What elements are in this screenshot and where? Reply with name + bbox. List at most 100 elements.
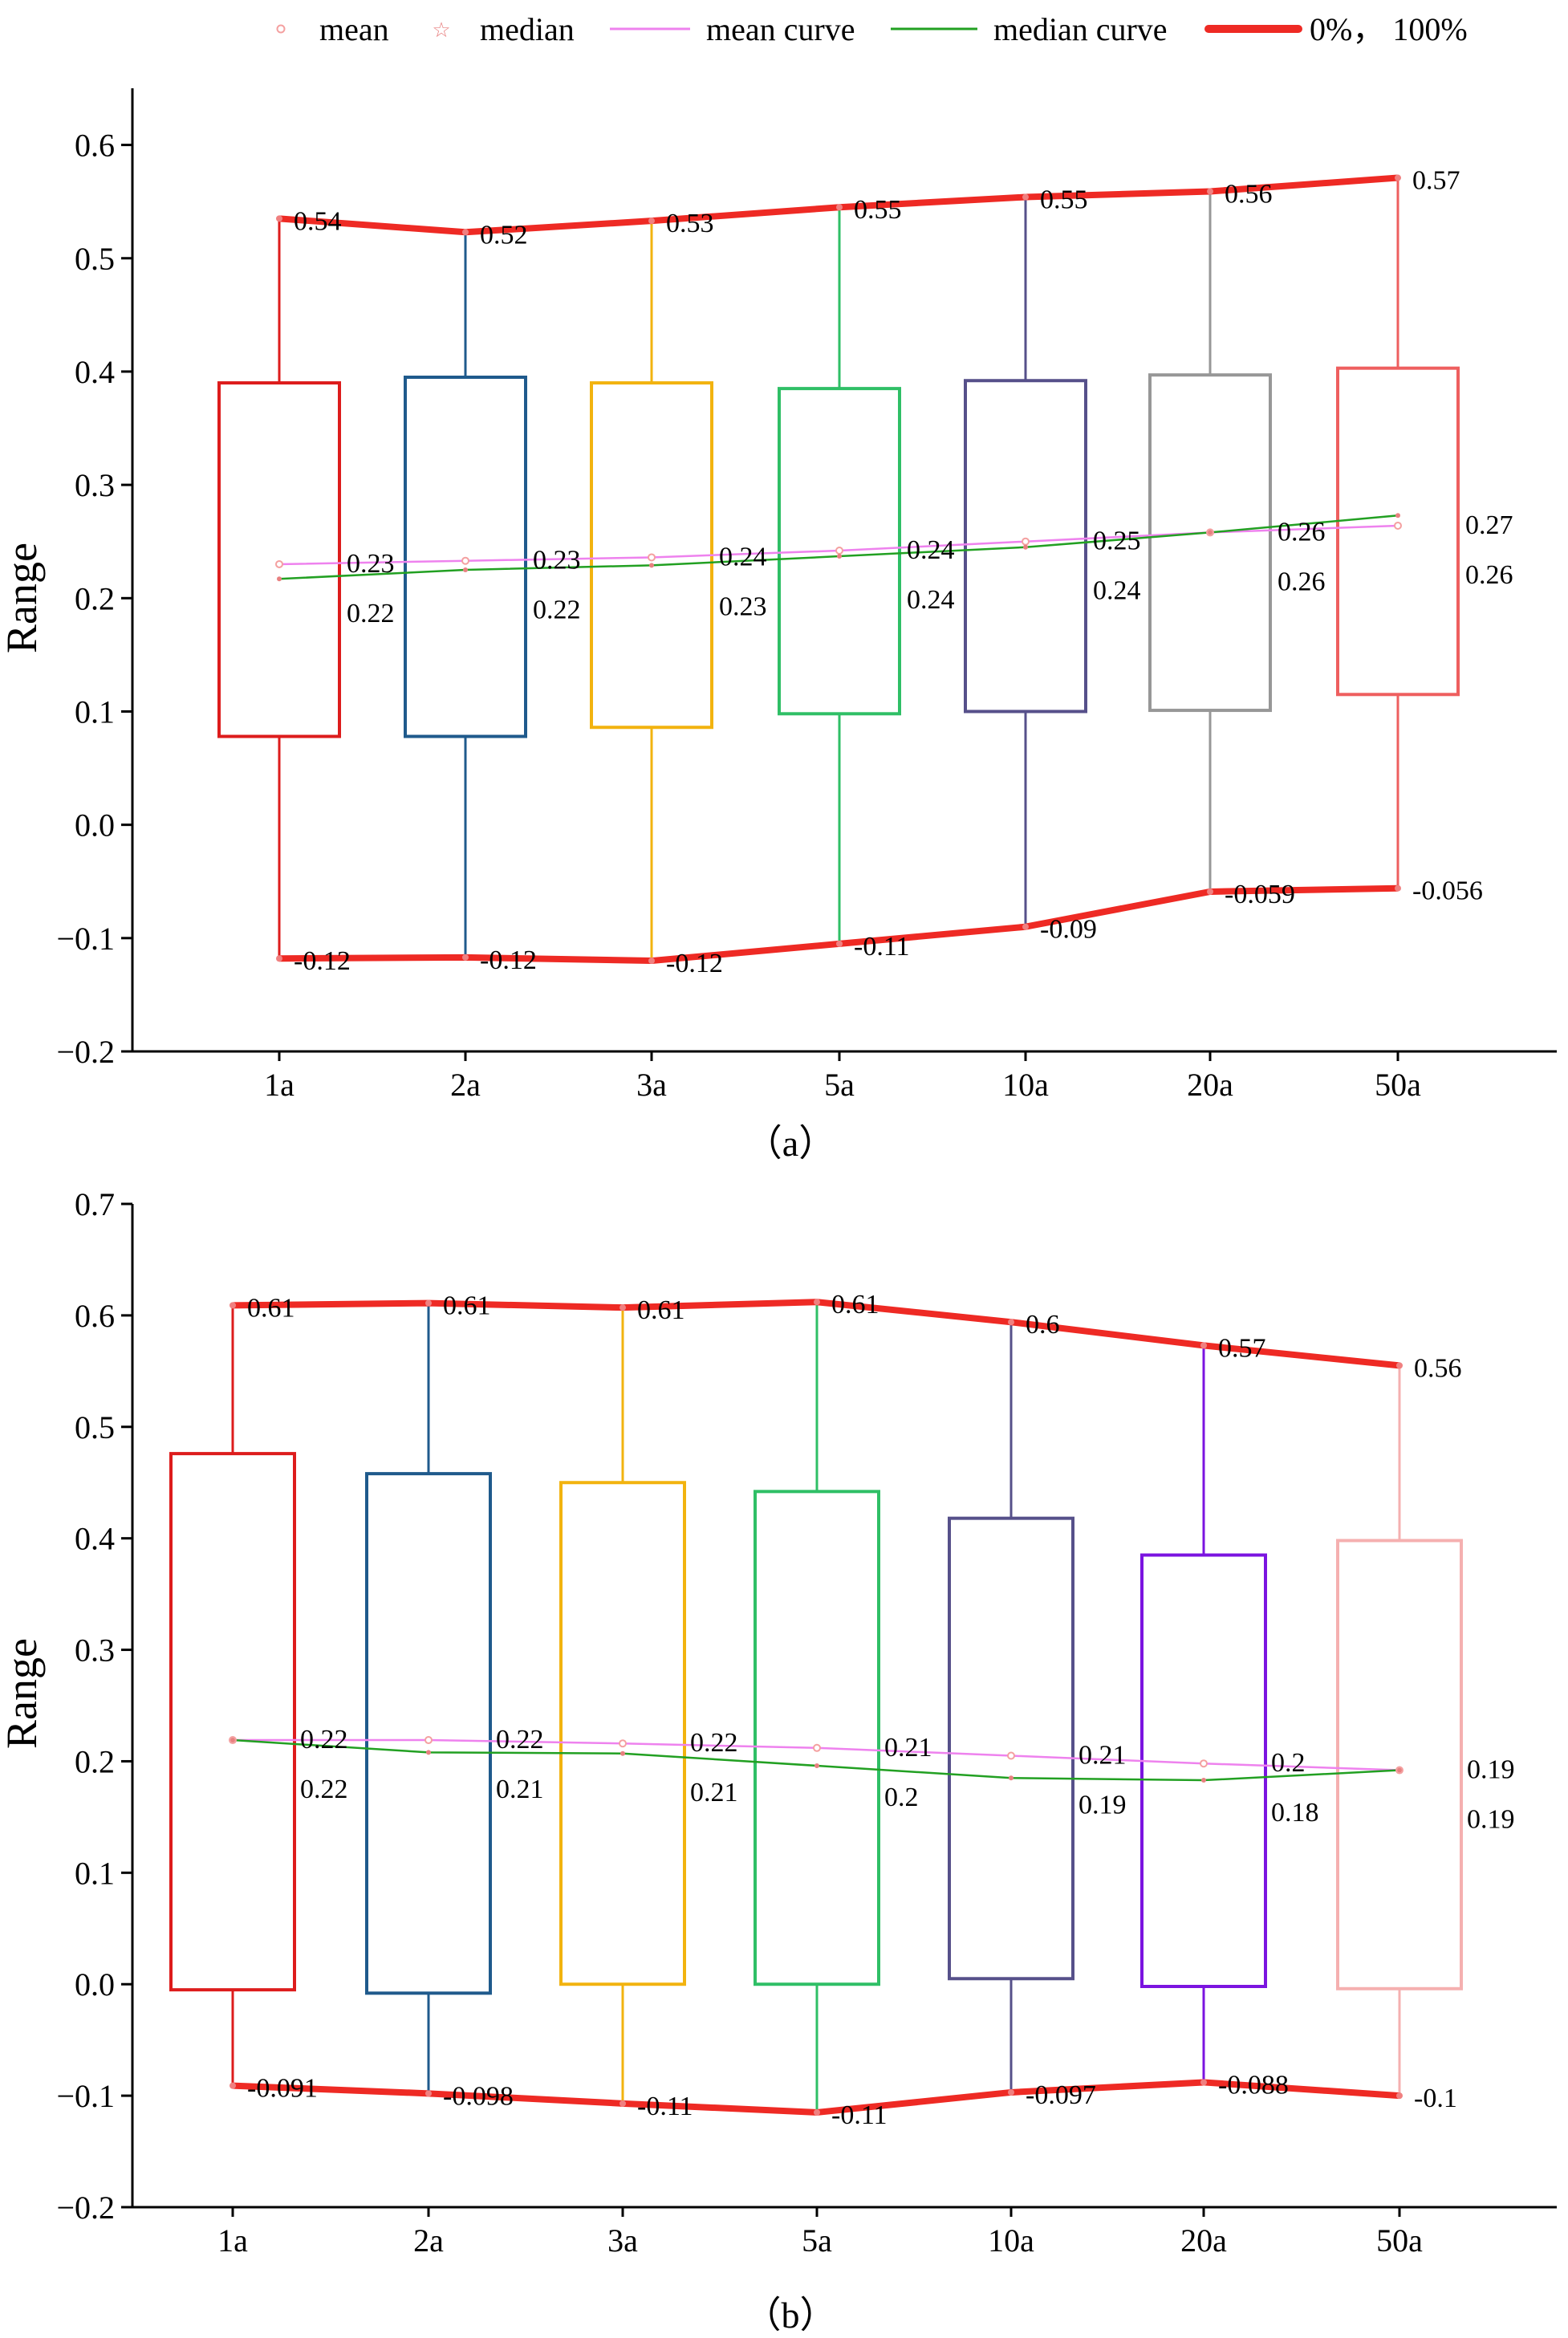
min-point xyxy=(1008,2088,1014,2096)
median-point xyxy=(1395,513,1400,518)
median-data-label: 0.23 xyxy=(719,592,767,621)
median-point xyxy=(814,1763,819,1768)
max-point xyxy=(836,204,843,211)
median-marker-icon: ☆ xyxy=(432,18,450,42)
mean-data-label: 0.26 xyxy=(1278,517,1326,547)
min-data-label: -0.056 xyxy=(1412,876,1483,906)
median-data-label: 0.26 xyxy=(1465,560,1513,590)
median-point xyxy=(620,1750,625,1756)
legend-item-mean: mean xyxy=(276,11,389,47)
median-data-label: 0.2 xyxy=(884,1783,919,1812)
min-data-label: -0.091 xyxy=(247,2074,318,2104)
x-tick-label: 5a xyxy=(802,2222,832,2259)
max-data-label: 0.61 xyxy=(247,1293,295,1323)
x-tick-label: 50a xyxy=(1375,1067,1421,1103)
y-tick-label: 0.1 xyxy=(75,693,115,730)
min-point xyxy=(836,940,843,947)
min-point xyxy=(1395,884,1401,892)
max-data-label: 0.56 xyxy=(1414,1353,1462,1383)
max-data-label: 0.57 xyxy=(1412,166,1460,196)
min-point xyxy=(1022,923,1029,930)
min-point xyxy=(1207,888,1213,895)
legend-label-median-curve: median curve xyxy=(993,11,1168,47)
median-point xyxy=(649,563,654,568)
median-point xyxy=(837,554,842,559)
x-tick-label: 5a xyxy=(824,1067,855,1103)
boxplot-panel-a: （a） −0.2 −0.1 0.0 0.1 0.2 0.3 0.4 0.5 0.6 Range 1a… xyxy=(0,88,1557,1164)
min-point xyxy=(425,2090,432,2097)
median-point xyxy=(463,567,468,572)
y-tick-label: 0.5 xyxy=(75,1409,115,1445)
mean-point xyxy=(813,1743,821,1752)
box-2a xyxy=(365,1472,492,1995)
min-data-label: -0.098 xyxy=(443,2081,514,2111)
max-point xyxy=(1008,1319,1014,1326)
max-point xyxy=(276,215,282,222)
legend-item-mean-curve: mean curve xyxy=(610,11,855,47)
y-tick-label: 0.0 xyxy=(75,807,115,844)
max-point xyxy=(1395,174,1401,181)
max-data-label: 0.61 xyxy=(443,1291,491,1321)
y-tick-label: 0.0 xyxy=(75,1966,115,2003)
min-point xyxy=(814,2108,820,2116)
median-data-label: 0.22 xyxy=(347,599,395,628)
mean-point xyxy=(424,1736,433,1745)
min-point xyxy=(648,958,655,965)
y-tick-label: 0.6 xyxy=(75,128,115,164)
max-point xyxy=(1207,188,1213,195)
x-tick-label: 1a xyxy=(217,2222,248,2259)
max-point xyxy=(619,1304,626,1311)
box-10a xyxy=(948,1516,1074,1981)
median-point xyxy=(230,1738,235,1743)
x-tick-label: 20a xyxy=(1180,2222,1227,2259)
median-data-label: 0.26 xyxy=(1278,567,1326,596)
y-tick-label: 0.7 xyxy=(75,1186,115,1222)
mean-data-label: 0.24 xyxy=(719,542,767,571)
y-tick-label: −0.2 xyxy=(56,2190,115,2226)
min-data-label: -0.12 xyxy=(294,946,351,976)
mean-data-label: 0.27 xyxy=(1465,510,1513,540)
max-point xyxy=(1022,193,1029,201)
max-data-label: 0.55 xyxy=(1040,185,1088,215)
legend-label-range: 0%， 100% xyxy=(1310,11,1468,47)
min-point xyxy=(462,953,469,961)
max-data-label: 0.61 xyxy=(831,1290,879,1319)
box-5a xyxy=(778,387,901,716)
max-point xyxy=(814,1299,820,1306)
box-1a xyxy=(169,1452,296,1992)
max-data-label: 0.6 xyxy=(1026,1310,1060,1340)
median-data-label: 0.21 xyxy=(690,1778,738,1807)
max-data-label: 0.55 xyxy=(854,195,902,225)
max-data-label: 0.53 xyxy=(666,209,714,238)
x-tick-label: 10a xyxy=(1002,1067,1049,1103)
min-data-label: -0.088 xyxy=(1218,2070,1289,2100)
box-1a xyxy=(217,381,341,738)
median-point xyxy=(1397,1767,1402,1773)
median-data-label: 0.21 xyxy=(496,1775,544,1804)
legend-item-median-curve: median curve xyxy=(891,11,1168,47)
x-tick-label: 1a xyxy=(264,1067,295,1103)
max-data-label: 0.57 xyxy=(1218,1333,1266,1363)
mean-data-label: 0.24 xyxy=(907,535,955,565)
max-data-label: 0.54 xyxy=(294,206,342,236)
median-data-label: 0.19 xyxy=(1079,1791,1127,1820)
mean-data-label: 0.23 xyxy=(347,549,395,579)
legend-label-mean: mean xyxy=(319,11,389,47)
median-data-label: 0.22 xyxy=(300,1775,348,1804)
legend-label-mean-curve: mean curve xyxy=(706,11,855,47)
min-data-label: -0.11 xyxy=(854,932,910,962)
max-data-label: 0.56 xyxy=(1225,179,1273,209)
y-tick-label: −0.1 xyxy=(56,921,115,957)
box-10a xyxy=(964,379,1087,714)
boxplot-panel-b: （b） −0.2 −0.1 0.0 0.1 0.2 0.3 0.4 0.5 0.6 0.7 Rang… xyxy=(0,1186,1557,2336)
min-point xyxy=(230,2082,236,2089)
median-data-label: 0.18 xyxy=(1271,1798,1319,1828)
x-tick-label: 10a xyxy=(988,2222,1034,2259)
mean-data-label: 0.23 xyxy=(533,546,581,575)
max-point xyxy=(230,1302,236,1309)
mean-data-label: 0.2 xyxy=(1271,1748,1306,1778)
min-data-label: -0.097 xyxy=(1026,2080,1096,2110)
min-data-label: -0.1 xyxy=(1414,2084,1457,2113)
mean-point xyxy=(1022,537,1030,546)
median-data-label: 0.24 xyxy=(907,585,955,615)
